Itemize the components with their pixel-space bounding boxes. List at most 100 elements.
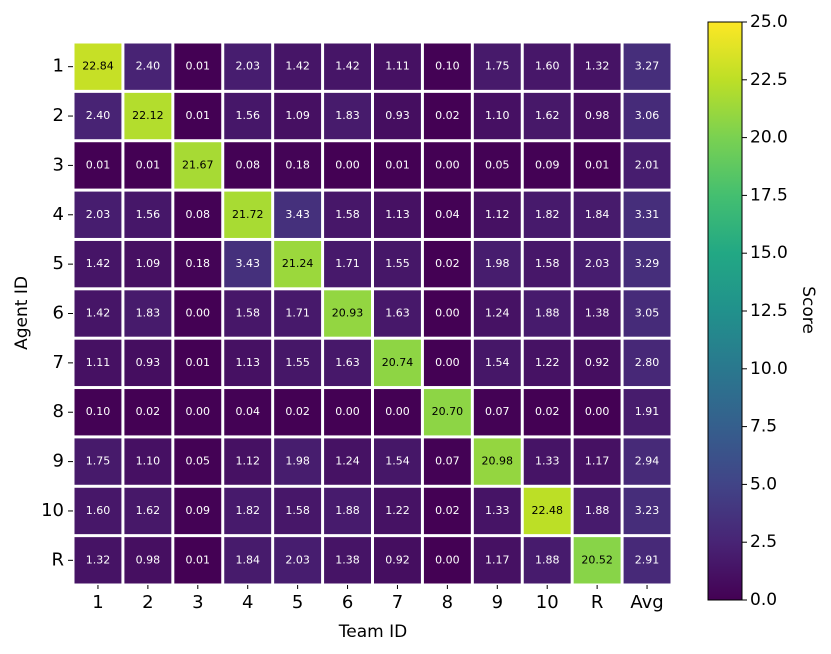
cell-label: 0.10 — [86, 405, 111, 418]
cell-label: 0.09 — [186, 504, 211, 517]
cell-label: 0.00 — [385, 405, 410, 418]
cell-label: 20.74 — [382, 356, 414, 369]
cell-label: 0.02 — [435, 504, 460, 517]
heatmap-cell — [623, 438, 671, 485]
y-tick-label: 9 — [53, 451, 64, 472]
heatmap-cell — [523, 438, 571, 485]
cell-label: 0.92 — [585, 356, 610, 369]
heatmap-cell — [623, 142, 671, 189]
cell-label: 0.98 — [585, 109, 610, 122]
colorbar-tick-label: 22.5 — [750, 70, 788, 90]
heatmap-cell — [274, 191, 322, 238]
heatmap-cell — [124, 191, 172, 238]
heatmap-cell — [174, 191, 222, 238]
x-tick-label: 8 — [442, 592, 453, 613]
cell-label: 2.03 — [285, 553, 310, 566]
heatmap-cell — [224, 92, 272, 140]
cell-label: 1.32 — [86, 553, 111, 566]
heatmap-cell — [124, 438, 172, 485]
cell-label: 1.63 — [335, 356, 360, 369]
cell-label: 0.05 — [485, 158, 510, 171]
heatmap-cell — [573, 487, 621, 535]
heatmap-cell — [374, 487, 421, 535]
heatmap-cell — [573, 290, 621, 337]
heatmap-cell — [124, 339, 172, 387]
heatmap-cell — [623, 290, 671, 337]
heatmap-cell — [573, 142, 621, 189]
x-tick-label: 6 — [342, 592, 353, 613]
colorbar-tick-label: 5.0 — [750, 474, 777, 494]
cell-label: 3.06 — [635, 109, 660, 122]
cell-label: 3.43 — [235, 257, 260, 270]
cell-label: 1.75 — [86, 455, 111, 468]
heatmap-cell — [224, 438, 272, 485]
heatmap-cell — [324, 290, 371, 337]
heatmap-cell — [374, 191, 421, 238]
cell-label: 0.93 — [385, 109, 410, 122]
cell-label: 2.94 — [635, 455, 660, 468]
cell-label: 1.24 — [335, 455, 360, 468]
heatmap-cell — [124, 240, 172, 288]
heatmap-cell — [74, 92, 122, 140]
heatmap-cell — [274, 142, 322, 189]
heatmap-cell — [623, 487, 671, 535]
cell-label: 1.88 — [585, 504, 610, 517]
cell-label: 22.84 — [82, 60, 114, 73]
cell-label: 1.98 — [285, 455, 310, 468]
heatmap-cell — [523, 142, 571, 189]
cell-label: 0.01 — [186, 356, 211, 369]
x-tick-label: Avg — [630, 592, 663, 613]
cell-label: 1.58 — [535, 257, 560, 270]
heatmap-cell — [374, 290, 421, 337]
cell-label: 0.00 — [186, 307, 211, 320]
heatmap-cell — [124, 142, 172, 189]
heatmap-cell — [274, 43, 322, 90]
x-tick-label: 3 — [192, 592, 203, 613]
cell-label: 1.58 — [335, 208, 360, 221]
heatmap-cell — [74, 339, 122, 387]
heatmap-cell — [473, 389, 521, 436]
cell-label: 1.88 — [535, 553, 560, 566]
heatmap-cell — [573, 537, 621, 584]
cell-label: 0.18 — [285, 158, 310, 171]
cell-label: 1.42 — [285, 60, 310, 73]
cell-label: 20.93 — [332, 307, 364, 320]
heatmap-cell — [423, 240, 471, 288]
heatmap-cell — [423, 487, 471, 535]
heatmap-cell — [274, 240, 322, 288]
cell-label: 1.55 — [285, 356, 310, 369]
cell-label: 0.01 — [136, 158, 161, 171]
cell-label: 20.98 — [482, 455, 514, 468]
cell-label: 0.00 — [186, 405, 211, 418]
x-tick-label: 4 — [242, 592, 253, 613]
heatmap-cell — [623, 191, 671, 238]
cell-label: 0.18 — [186, 257, 211, 270]
cell-label: 0.00 — [435, 158, 460, 171]
cell-label: 0.00 — [335, 158, 360, 171]
cell-label: 1.42 — [86, 307, 111, 320]
colorbar-tick-label: 17.5 — [750, 185, 788, 205]
cell-label: 1.83 — [335, 109, 360, 122]
y-tick-label: R — [51, 549, 64, 570]
colorbar-tick-label: 0.0 — [750, 590, 777, 610]
heatmap-cell — [324, 487, 371, 535]
heatmap-cell — [573, 389, 621, 436]
heatmap-cell — [74, 142, 122, 189]
cell-label: 1.71 — [285, 307, 310, 320]
heatmap-cell — [423, 142, 471, 189]
cell-label: 0.00 — [335, 405, 360, 418]
cell-label: 1.98 — [485, 257, 510, 270]
heatmap-cell — [124, 389, 172, 436]
heatmap-cell — [324, 240, 371, 288]
cell-label: 0.00 — [585, 405, 610, 418]
cell-label: 1.38 — [335, 553, 360, 566]
cell-label: 1.82 — [535, 208, 560, 221]
cell-label: 1.82 — [235, 504, 260, 517]
cell-label: 1.17 — [485, 553, 510, 566]
cell-label: 2.03 — [86, 208, 111, 221]
heatmap-cell — [374, 240, 421, 288]
heatmap-cell — [174, 487, 222, 535]
cell-label: 0.00 — [435, 307, 460, 320]
heatmap-cell — [224, 487, 272, 535]
cell-label: 0.05 — [186, 455, 211, 468]
